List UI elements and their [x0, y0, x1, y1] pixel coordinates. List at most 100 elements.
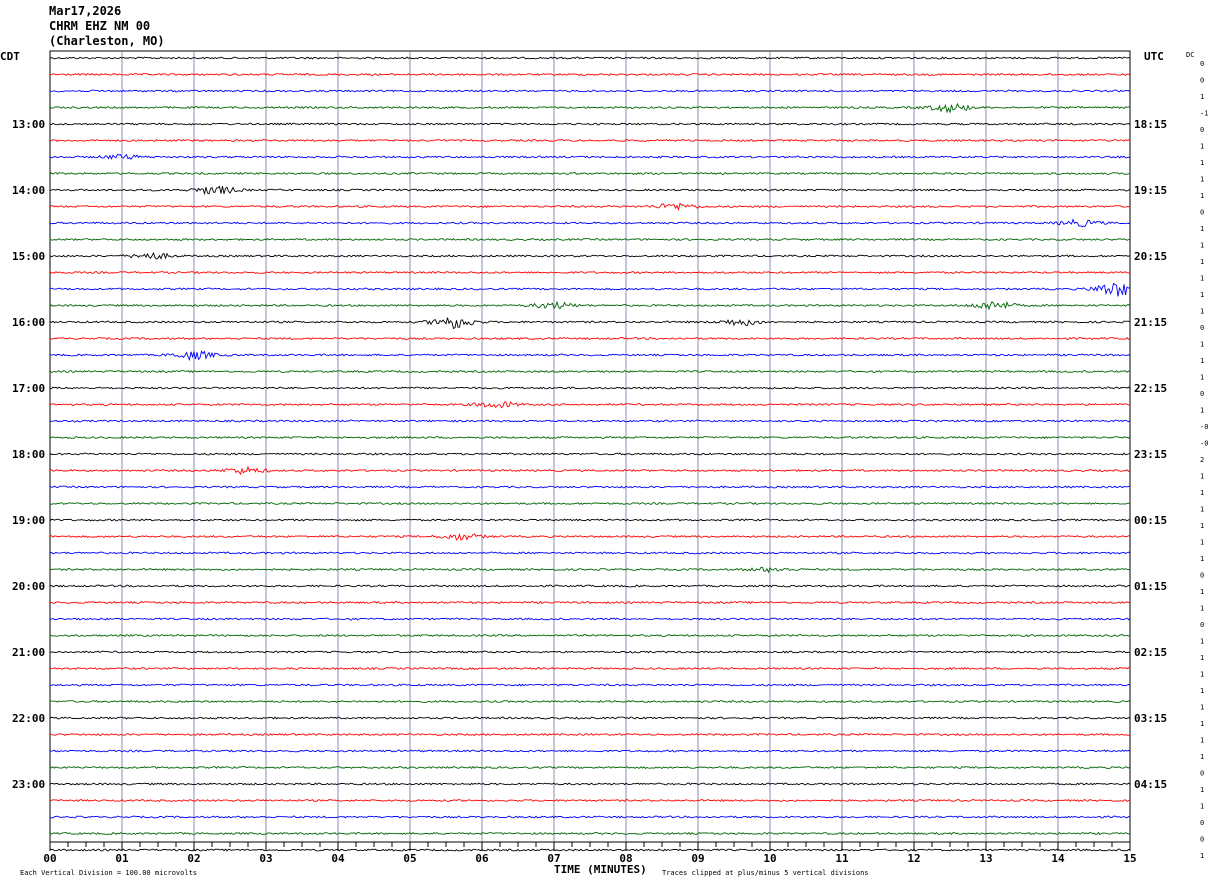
dc-offset-label: -0: [1200, 423, 1208, 431]
x-tick-label: 15: [1123, 852, 1136, 865]
dc-offset-label: 0: [1200, 390, 1204, 398]
dc-offset-label: 0: [1200, 324, 1204, 332]
dc-offset-label: 1: [1200, 473, 1204, 481]
trace-row: [49, 435, 1131, 440]
dc-offset-label: 1: [1200, 357, 1204, 365]
time-axis: 00 01 02 03 04 05 06 07 08 09 10 11 12 13 14 15: [43, 842, 1137, 865]
row-labels: 0 0 1 -1 0 1 1 1 1 0 1 1 1 1 1 1 0 1 1 1 0 1 -0 -0 2 1 1 1 1 1 1 0 1 1 0 1 1…: [12, 60, 1208, 860]
dc-offset-label: 1: [1200, 159, 1204, 167]
dc-offset-label: 1: [1200, 225, 1204, 233]
cdt-hour-label: 17:00: [12, 382, 45, 395]
trace-row: [49, 566, 1131, 574]
header-date: Mar17,2026: [49, 4, 122, 18]
trace-row: [49, 815, 1131, 819]
right-zone-label: UTC: [1144, 50, 1164, 63]
minute-grid: [49, 50, 1131, 843]
x-tick-label: 13: [979, 852, 992, 865]
dc-offset-label: 1: [1200, 704, 1204, 712]
clip-note: Traces clipped at plus/minus 5 vertical …: [662, 869, 869, 877]
trace-row: [49, 749, 1131, 753]
cdt-hour-label: 15:00: [12, 250, 45, 263]
trace-row: [49, 185, 1131, 196]
trace-row: [49, 350, 1131, 362]
x-tick-label: 11: [835, 852, 849, 865]
x-tick-label: 08: [619, 852, 632, 865]
trace-row: [49, 56, 1131, 60]
dc-offset-label: 1: [1200, 242, 1204, 250]
dc-offset-label: 1: [1200, 407, 1204, 415]
trace-row: [49, 153, 1131, 161]
trace-row: [49, 485, 1131, 489]
trace-row: [49, 386, 1131, 390]
x-tick-label: 02: [187, 852, 200, 865]
trace-row: [49, 666, 1131, 671]
utc-hour-label: 04:15: [1134, 778, 1167, 791]
trace-row: [49, 683, 1131, 687]
trace-row: [49, 452, 1131, 456]
dc-offset-label: 0: [1200, 836, 1204, 844]
dc-offset-label: 1: [1200, 341, 1204, 349]
dc-offset-label: 0: [1200, 621, 1204, 629]
trace-row: [49, 584, 1130, 588]
cdt-hour-label: 19:00: [12, 514, 45, 527]
trace-row: [49, 716, 1131, 720]
utc-hour-label: 00:15: [1134, 514, 1167, 527]
trace-row: [49, 533, 1131, 541]
trace-row: [49, 251, 1131, 260]
dc-offset-label: 1: [1200, 654, 1204, 662]
trace-row: [49, 831, 1131, 836]
dc-offset-label: 1: [1200, 803, 1204, 811]
dc-offset-label: 0: [1200, 77, 1204, 85]
trace-row: [49, 518, 1131, 522]
utc-hour-label: 01:15: [1134, 580, 1167, 593]
dc-offset-label: 1: [1200, 93, 1204, 101]
dc-offset-label: 1: [1200, 258, 1204, 266]
trace-row: [49, 202, 1131, 212]
dc-offset-label: 1: [1200, 291, 1204, 299]
dc-offset-label: 1: [1200, 720, 1204, 728]
dc-offset-label: 1: [1200, 638, 1204, 646]
utc-hour-label: 23:15: [1134, 448, 1167, 461]
x-tick-label: 14: [1051, 852, 1065, 865]
dc-offset-label: 1: [1200, 275, 1204, 283]
dc-offset-label: 1: [1200, 143, 1204, 151]
header-station: CHRM EHZ NM 00: [49, 19, 151, 33]
dc-offset-label: 1: [1200, 522, 1204, 530]
trace-row: [50, 699, 1131, 703]
cdt-hour-label: 14:00: [12, 184, 45, 197]
x-tick-label: 00: [43, 852, 56, 865]
trace-row: [49, 317, 1131, 330]
x-tick-label: 03: [259, 852, 272, 865]
x-tick-label: 05: [403, 852, 416, 865]
trace-row: [50, 89, 1131, 93]
x-tick-label: 07: [547, 852, 560, 865]
cdt-hour-label: 20:00: [12, 580, 45, 593]
utc-hour-label: 02:15: [1134, 646, 1167, 659]
trace-row: [49, 270, 1131, 275]
dc-offset-label: 1: [1200, 737, 1204, 745]
dc-offset-label: 0: [1200, 819, 1204, 827]
trace-row: [49, 419, 1131, 423]
trace-row: [49, 633, 1131, 638]
x-tick-label: 09: [691, 852, 704, 865]
trace-row: [49, 650, 1131, 654]
cdt-hour-label: 22:00: [12, 712, 45, 725]
dc-offset-label: 1: [1200, 588, 1204, 596]
dc-label: DC: [1186, 51, 1194, 59]
x-axis-title: TIME (MINUTES): [554, 863, 647, 876]
scale-note: Each Vertical Division = 100.00 microvol…: [20, 869, 197, 877]
cdt-hour-label: 13:00: [12, 118, 45, 131]
x-tick-label: 12: [907, 852, 920, 865]
dc-offset-label: 1: [1200, 539, 1204, 547]
trace-row: [49, 465, 1131, 476]
dc-offset-label: 1: [1200, 687, 1204, 695]
trace-row: [49, 551, 1131, 555]
dc-offset-label: -0: [1200, 440, 1208, 448]
trace-row: [49, 73, 1131, 77]
dc-offset-label: 0: [1200, 572, 1204, 580]
dc-offset-label: 0: [1200, 209, 1204, 217]
dc-offset-label: 1: [1200, 506, 1204, 514]
dc-offset-label: 1: [1200, 852, 1204, 860]
left-zone-label: CDT: [0, 50, 20, 63]
